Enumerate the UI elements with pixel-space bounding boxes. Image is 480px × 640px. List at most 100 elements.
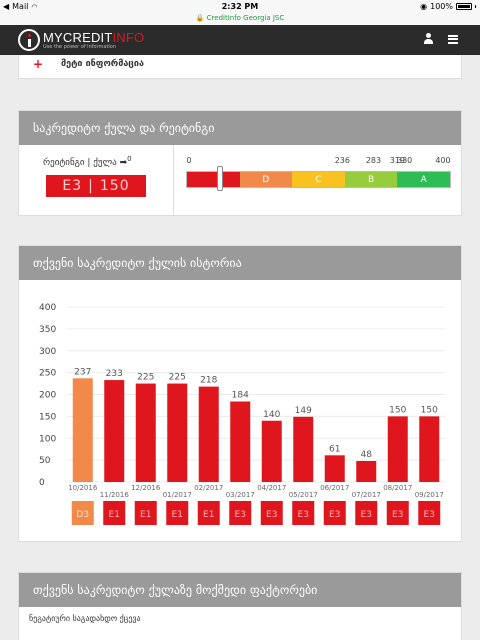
y-tick-label: 400: [39, 303, 56, 313]
y-tick-label: 100: [39, 434, 56, 444]
rating-segment-c: C: [292, 172, 345, 187]
bar-value-label: 150: [421, 405, 438, 415]
arrow-right-icon: ➡: [119, 158, 128, 168]
rating-badge: [103, 501, 126, 525]
more-info-label: მეტი ინფორმაცია: [61, 59, 144, 69]
score-value: 150: [99, 178, 130, 194]
rating-badge-label: E3: [298, 510, 309, 520]
y-tick-label: 150: [39, 412, 56, 422]
rating-badge: [323, 501, 346, 525]
rating-badge-label: E3: [392, 510, 403, 520]
x-tick-label: 05/2017: [289, 491, 318, 499]
rating-badge-label: E1: [140, 510, 151, 520]
wifi-icon: ◠: [31, 2, 38, 11]
score-slider-handle: [216, 166, 223, 191]
factors-card: თქვენს საკრედიტო ქულაზე მოქმედი ფაქტორებ…: [18, 572, 462, 640]
app-header: MYCREDITINFO Use the power of informatio…: [0, 25, 480, 55]
logo-icon: [18, 29, 40, 51]
rating-badge: [292, 501, 315, 525]
bar-value-label: 61: [329, 444, 340, 454]
rating-badge: [229, 501, 252, 525]
y-tick-label: 350: [39, 325, 56, 335]
rating-badge: [71, 501, 94, 525]
bar: [167, 383, 188, 482]
score-history-card: თქვენი საკრედიტო ქულის ისტორია 0 50 100 150…: [18, 245, 462, 542]
rating-segment-e: [187, 172, 240, 187]
rating-badge-label: E3: [329, 510, 340, 520]
x-tick-label: 12/2016: [131, 484, 161, 492]
scale-tick-label: 283: [365, 156, 382, 165]
bar-value-label: 225: [169, 373, 186, 383]
score-section-title: საკრედიტო ქულა და რეიტინგი: [19, 111, 461, 145]
bar: [387, 416, 408, 482]
y-tick-label: 200: [39, 391, 56, 401]
lock-rotation-icon: ◉: [420, 2, 428, 11]
scale-tick-label: 330: [396, 156, 413, 165]
factors-section-title: თქვენს საკრედიტო ქულაზე მოქმედი ფაქტორებ…: [19, 573, 461, 607]
bar-value-label: 237: [74, 367, 91, 377]
x-tick-label: 04/2017: [257, 484, 286, 492]
hamburger-menu-icon[interactable]: [448, 34, 458, 44]
rating-badge-label: E3: [266, 510, 277, 520]
bar-value-label: 225: [137, 373, 154, 383]
bar: [135, 383, 156, 482]
bar: [261, 420, 282, 482]
url-bar[interactable]: 🔒 CreditInfo Georgia JSC: [0, 14, 480, 25]
x-tick-label: 11/2016: [100, 491, 130, 499]
battery-icon: [456, 3, 472, 10]
rating-badge-label: E3: [235, 510, 246, 520]
rating-badge: [260, 501, 283, 525]
score-label: რეიტინგი | ქულა ➡0: [43, 155, 132, 168]
logo-wordmark: MYCREDITINFO: [43, 29, 145, 45]
rating-badge: [418, 501, 441, 525]
rating-badge: [166, 501, 189, 525]
y-tick-label: 300: [39, 347, 56, 357]
scale-tick-label: 236: [334, 156, 350, 165]
status-time: 2:32 PM: [221, 2, 259, 11]
carrier-label[interactable]: Mail: [12, 2, 29, 11]
rating-segment-a: A: [397, 172, 450, 187]
rating-badge-label: E1: [203, 510, 214, 520]
credit-score-card: საკრედიტო ქულა და რეიტინგი რეიტინგი | ქუ…: [18, 110, 462, 216]
y-tick-label: 250: [39, 369, 56, 379]
bar: [104, 380, 125, 482]
rating-segment-b: B: [344, 172, 398, 187]
bar: [198, 386, 219, 482]
rating-badge: [134, 501, 157, 525]
bar-value-label: 184: [232, 391, 249, 401]
x-tick-label: 01/2017: [163, 491, 192, 499]
user-icon[interactable]: [423, 33, 434, 45]
scale-tick-label: 400: [435, 156, 451, 165]
bar-value-label: 149: [295, 406, 312, 416]
logo[interactable]: MYCREDITINFO Use the power of informatio…: [18, 29, 144, 51]
back-arrow-icon[interactable]: ◀: [3, 2, 10, 11]
logo-tagline: Use the power of information: [43, 43, 117, 50]
rating-value: E3: [62, 178, 83, 194]
bar: [230, 401, 251, 482]
x-tick-label: 02/2017: [194, 484, 223, 492]
rating-badge-label: E1: [109, 510, 120, 520]
history-section-title: თქვენი საკრედიტო ქულის ისტორია: [19, 246, 461, 280]
rating-badge-label: E1: [172, 510, 183, 520]
rating-badge: [197, 501, 220, 525]
x-tick-label: 08/2017: [383, 484, 412, 492]
factors-subtitle: ნეგატიური საგადახდო ქცევა: [29, 614, 141, 623]
bar-value-label: 150: [389, 405, 406, 415]
x-tick-label: 06/2017: [320, 484, 349, 492]
rating-badge: [386, 501, 409, 525]
battery-percent: 100%: [430, 2, 453, 11]
bar: [356, 461, 377, 482]
more-info-card[interactable]: + მეტი ინფორმაცია: [18, 55, 462, 79]
bar: [72, 378, 93, 482]
scale-tick-label: 0: [186, 156, 192, 165]
status-right: ◉ 100%: [420, 2, 476, 11]
bar-value-label: 140: [263, 410, 280, 420]
score-change: 0: [127, 155, 132, 163]
y-tick-label: 0: [39, 478, 45, 488]
x-tick-label: 03/2017: [226, 491, 255, 499]
bar-value-label: 218: [200, 376, 217, 386]
rating-segment-d: D: [239, 172, 293, 187]
bar: [293, 416, 314, 482]
